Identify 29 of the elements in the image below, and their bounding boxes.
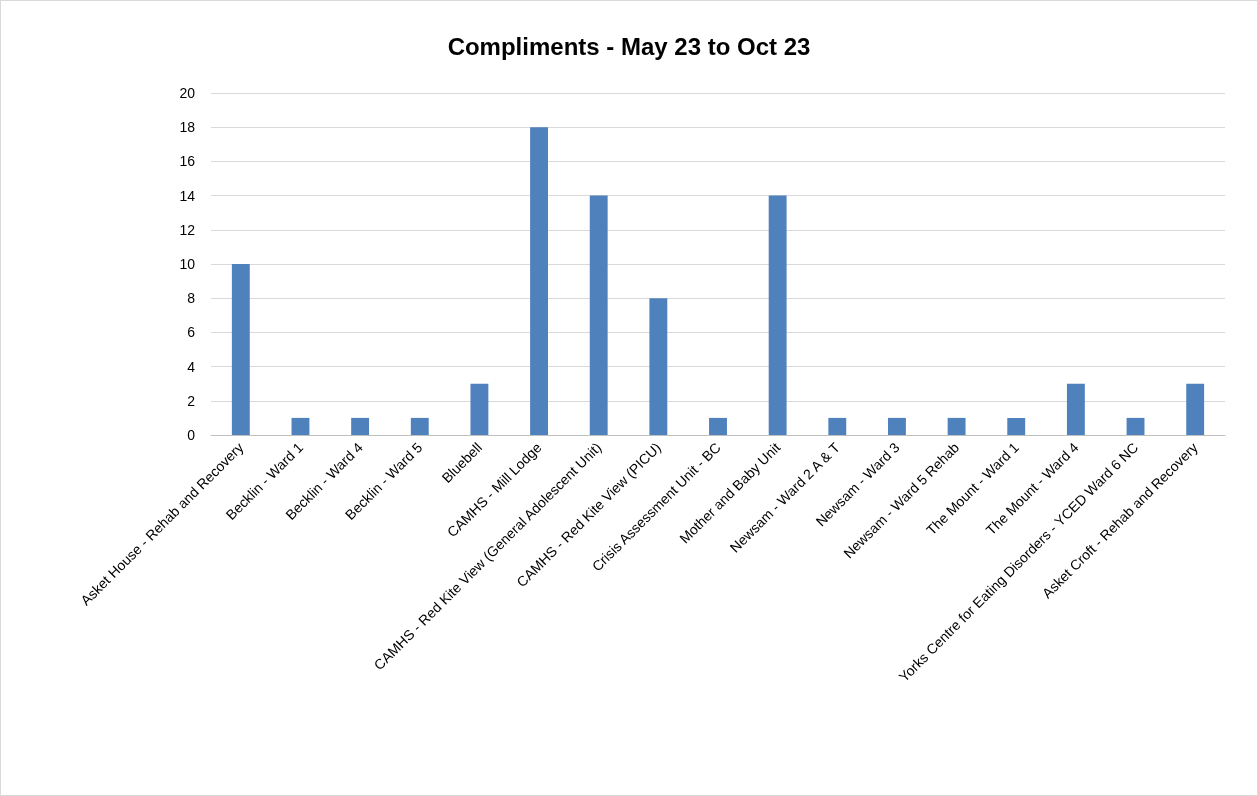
y-tick-label: 12 — [179, 221, 196, 238]
bar — [351, 417, 370, 435]
bar — [1007, 417, 1026, 435]
y-tick-label: 6 — [187, 324, 196, 341]
chart-title: Compliments - May 23 to Oct 23 — [447, 32, 811, 60]
y-tick-label: 4 — [187, 358, 196, 375]
y-tick-label: 0 — [187, 427, 196, 443]
bar — [709, 417, 727, 435]
bar — [1186, 383, 1205, 435]
y-tick-label: 8 — [187, 290, 196, 307]
y-tick-label: 14 — [179, 187, 196, 204]
bar — [410, 417, 429, 435]
bar — [589, 195, 608, 435]
bar — [887, 417, 906, 435]
bar — [1126, 417, 1145, 435]
bar — [291, 417, 310, 435]
bar — [1066, 383, 1085, 435]
y-tick-label: 20 — [179, 85, 196, 101]
y-tick-label: 18 — [179, 119, 196, 136]
bar — [768, 195, 787, 435]
y-tick-label: 16 — [179, 153, 196, 170]
bar — [947, 417, 966, 435]
y-tick-label: 10 — [179, 256, 196, 272]
bar — [231, 264, 250, 435]
y-tick-label: 2 — [187, 392, 196, 409]
bar — [530, 127, 549, 435]
bar — [649, 298, 668, 435]
bar — [828, 417, 847, 435]
bar — [470, 383, 489, 435]
